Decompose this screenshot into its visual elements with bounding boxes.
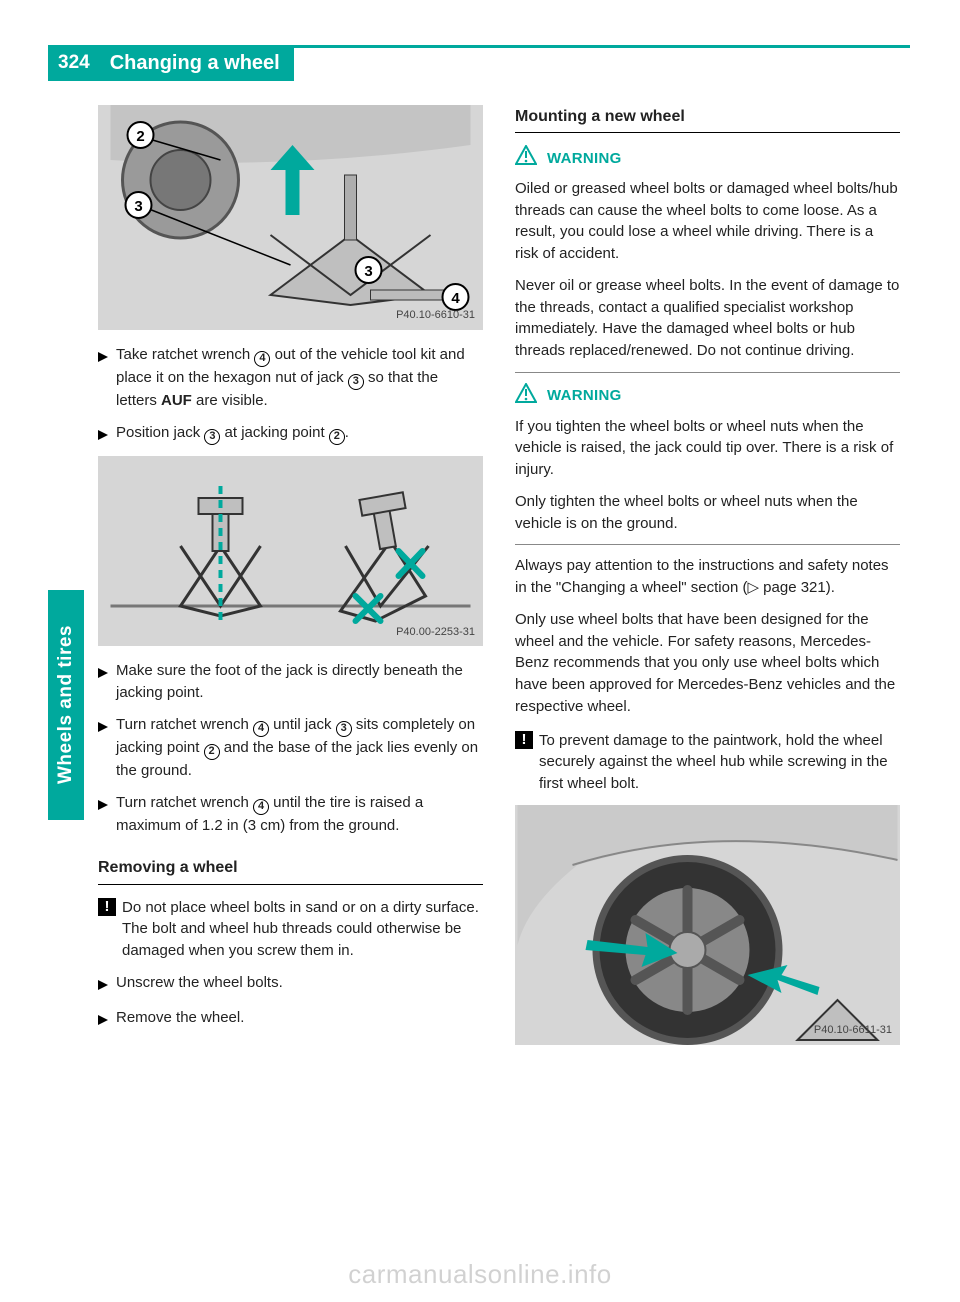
section-removing-title: Removing a wheel xyxy=(98,856,483,879)
warning-triangle-icon xyxy=(515,383,537,410)
callout-4: 4 xyxy=(253,721,269,737)
warn1-p2: Never oil or grease wheel bolts. In the … xyxy=(515,275,900,362)
step2-text-b: at jacking point xyxy=(220,424,328,441)
triangle-bullet-icon xyxy=(98,714,116,782)
step6-text: Unscrew the wheel bolts. xyxy=(116,972,483,997)
figure-caption-1: P40.10-6610-31 xyxy=(396,308,475,324)
watermark: carmanualsonline.info xyxy=(348,1259,611,1290)
step7-text: Remove the wheel. xyxy=(116,1007,483,1032)
warning-1-body: Oiled or greased wheel bolts or damaged … xyxy=(515,178,900,362)
body-p1: Always pay attention to the instructions… xyxy=(515,555,900,599)
page-ref-icon: ▷ xyxy=(747,579,759,596)
step2-text-a: Position jack xyxy=(116,424,204,441)
body-p1-pg: page 321). xyxy=(759,579,835,596)
callout-2: 2 xyxy=(204,744,220,760)
svg-text:2: 2 xyxy=(136,128,144,145)
step1-text-a: Take ratchet wrench xyxy=(116,346,254,363)
callout-4: 4 xyxy=(254,351,270,367)
warn-divider xyxy=(515,372,900,373)
triangle-bullet-icon xyxy=(98,422,116,447)
step-2: Position jack 3 at jacking point 2. xyxy=(98,422,483,447)
note2-text: To prevent damage to the paintwork, hold… xyxy=(539,730,900,795)
figure-jack-under-car: 2 3 3 4 xyxy=(98,105,483,330)
note-2: ! To prevent damage to the paintwork, ho… xyxy=(515,730,900,795)
side-tab: Wheels and tires xyxy=(48,590,84,820)
step-1: Take ratchet wrench 4 out of the vehicle… xyxy=(98,344,483,412)
warning-label: WARNING xyxy=(547,385,622,407)
step1-text-d: are visible. xyxy=(192,392,268,409)
step3-text: Make sure the foot of the jack is direct… xyxy=(116,660,483,704)
warn1-p1: Oiled or greased wheel bolts or damaged … xyxy=(515,178,900,265)
section-rule xyxy=(515,132,900,133)
body-p2: Only use wheel bolts that have been desi… xyxy=(515,609,900,718)
triangle-bullet-icon xyxy=(98,660,116,704)
step-7: Remove the wheel. xyxy=(98,1007,483,1032)
warning-1-head: WARNING xyxy=(515,145,900,172)
callout-3: 3 xyxy=(204,429,220,445)
page-number: 324 xyxy=(48,45,100,81)
triangle-bullet-icon xyxy=(98,1007,116,1032)
svg-text:4: 4 xyxy=(451,290,460,307)
warning-2-head: WARNING xyxy=(515,383,900,410)
step-4: Turn ratchet wrench 4 until jack 3 sits … xyxy=(98,714,483,782)
step-3: Make sure the foot of the jack is direct… xyxy=(98,660,483,704)
figure-caption-2: P40.00-2253-31 xyxy=(396,625,475,641)
callout-3: 3 xyxy=(336,721,352,737)
warn2-p2: Only tighten the wheel bolts or wheel nu… xyxy=(515,491,900,535)
section-rule xyxy=(98,884,483,885)
right-column: Mounting a new wheel WARNING Oiled or gr… xyxy=(515,105,900,1272)
callout-2: 2 xyxy=(329,429,345,445)
header-bar: 324 Changing a wheel xyxy=(48,45,910,81)
callout-3: 3 xyxy=(348,374,364,390)
step-6: Unscrew the wheel bolts. xyxy=(98,972,483,997)
callout-4: 4 xyxy=(253,799,269,815)
triangle-bullet-icon xyxy=(98,344,116,412)
header-title: Changing a wheel xyxy=(100,45,294,81)
step4-text-a: Turn ratchet wrench xyxy=(116,716,253,733)
svg-text:3: 3 xyxy=(134,198,142,215)
triangle-bullet-icon xyxy=(98,972,116,997)
note1-text: Do not place wheel bolts in sand or on a… xyxy=(122,897,483,962)
step4-text-b: until jack xyxy=(269,716,336,733)
left-column: 2 3 3 4 xyxy=(48,105,483,1272)
triangle-bullet-icon xyxy=(98,792,116,837)
warn-divider xyxy=(515,544,900,545)
figure-jack-alignment: P40.00-2253-31 xyxy=(98,456,483,646)
important-icon: ! xyxy=(98,897,122,962)
warn2-p1: If you tighten the wheel bolts or wheel … xyxy=(515,416,900,481)
step5-text-a: Turn ratchet wrench xyxy=(116,794,253,811)
step1-auf: AUF xyxy=(161,392,192,409)
warning-2-body: If you tighten the wheel bolts or wheel … xyxy=(515,416,900,535)
figure-caption-3: P40.10-6611-31 xyxy=(814,1023,892,1039)
warning-triangle-icon xyxy=(515,145,537,172)
warning-label: WARNING xyxy=(547,148,622,170)
svg-text:3: 3 xyxy=(364,263,372,280)
step2-text-c: . xyxy=(345,424,349,441)
figure-wheel-mount: P40.10-6611-31 xyxy=(515,805,900,1045)
section-mounting-title: Mounting a new wheel xyxy=(515,105,900,128)
note-1: ! Do not place wheel bolts in sand or on… xyxy=(98,897,483,962)
important-icon: ! xyxy=(515,730,539,795)
header-rule xyxy=(294,45,910,48)
step-5: Turn ratchet wrench 4 until the tire is … xyxy=(98,792,483,837)
